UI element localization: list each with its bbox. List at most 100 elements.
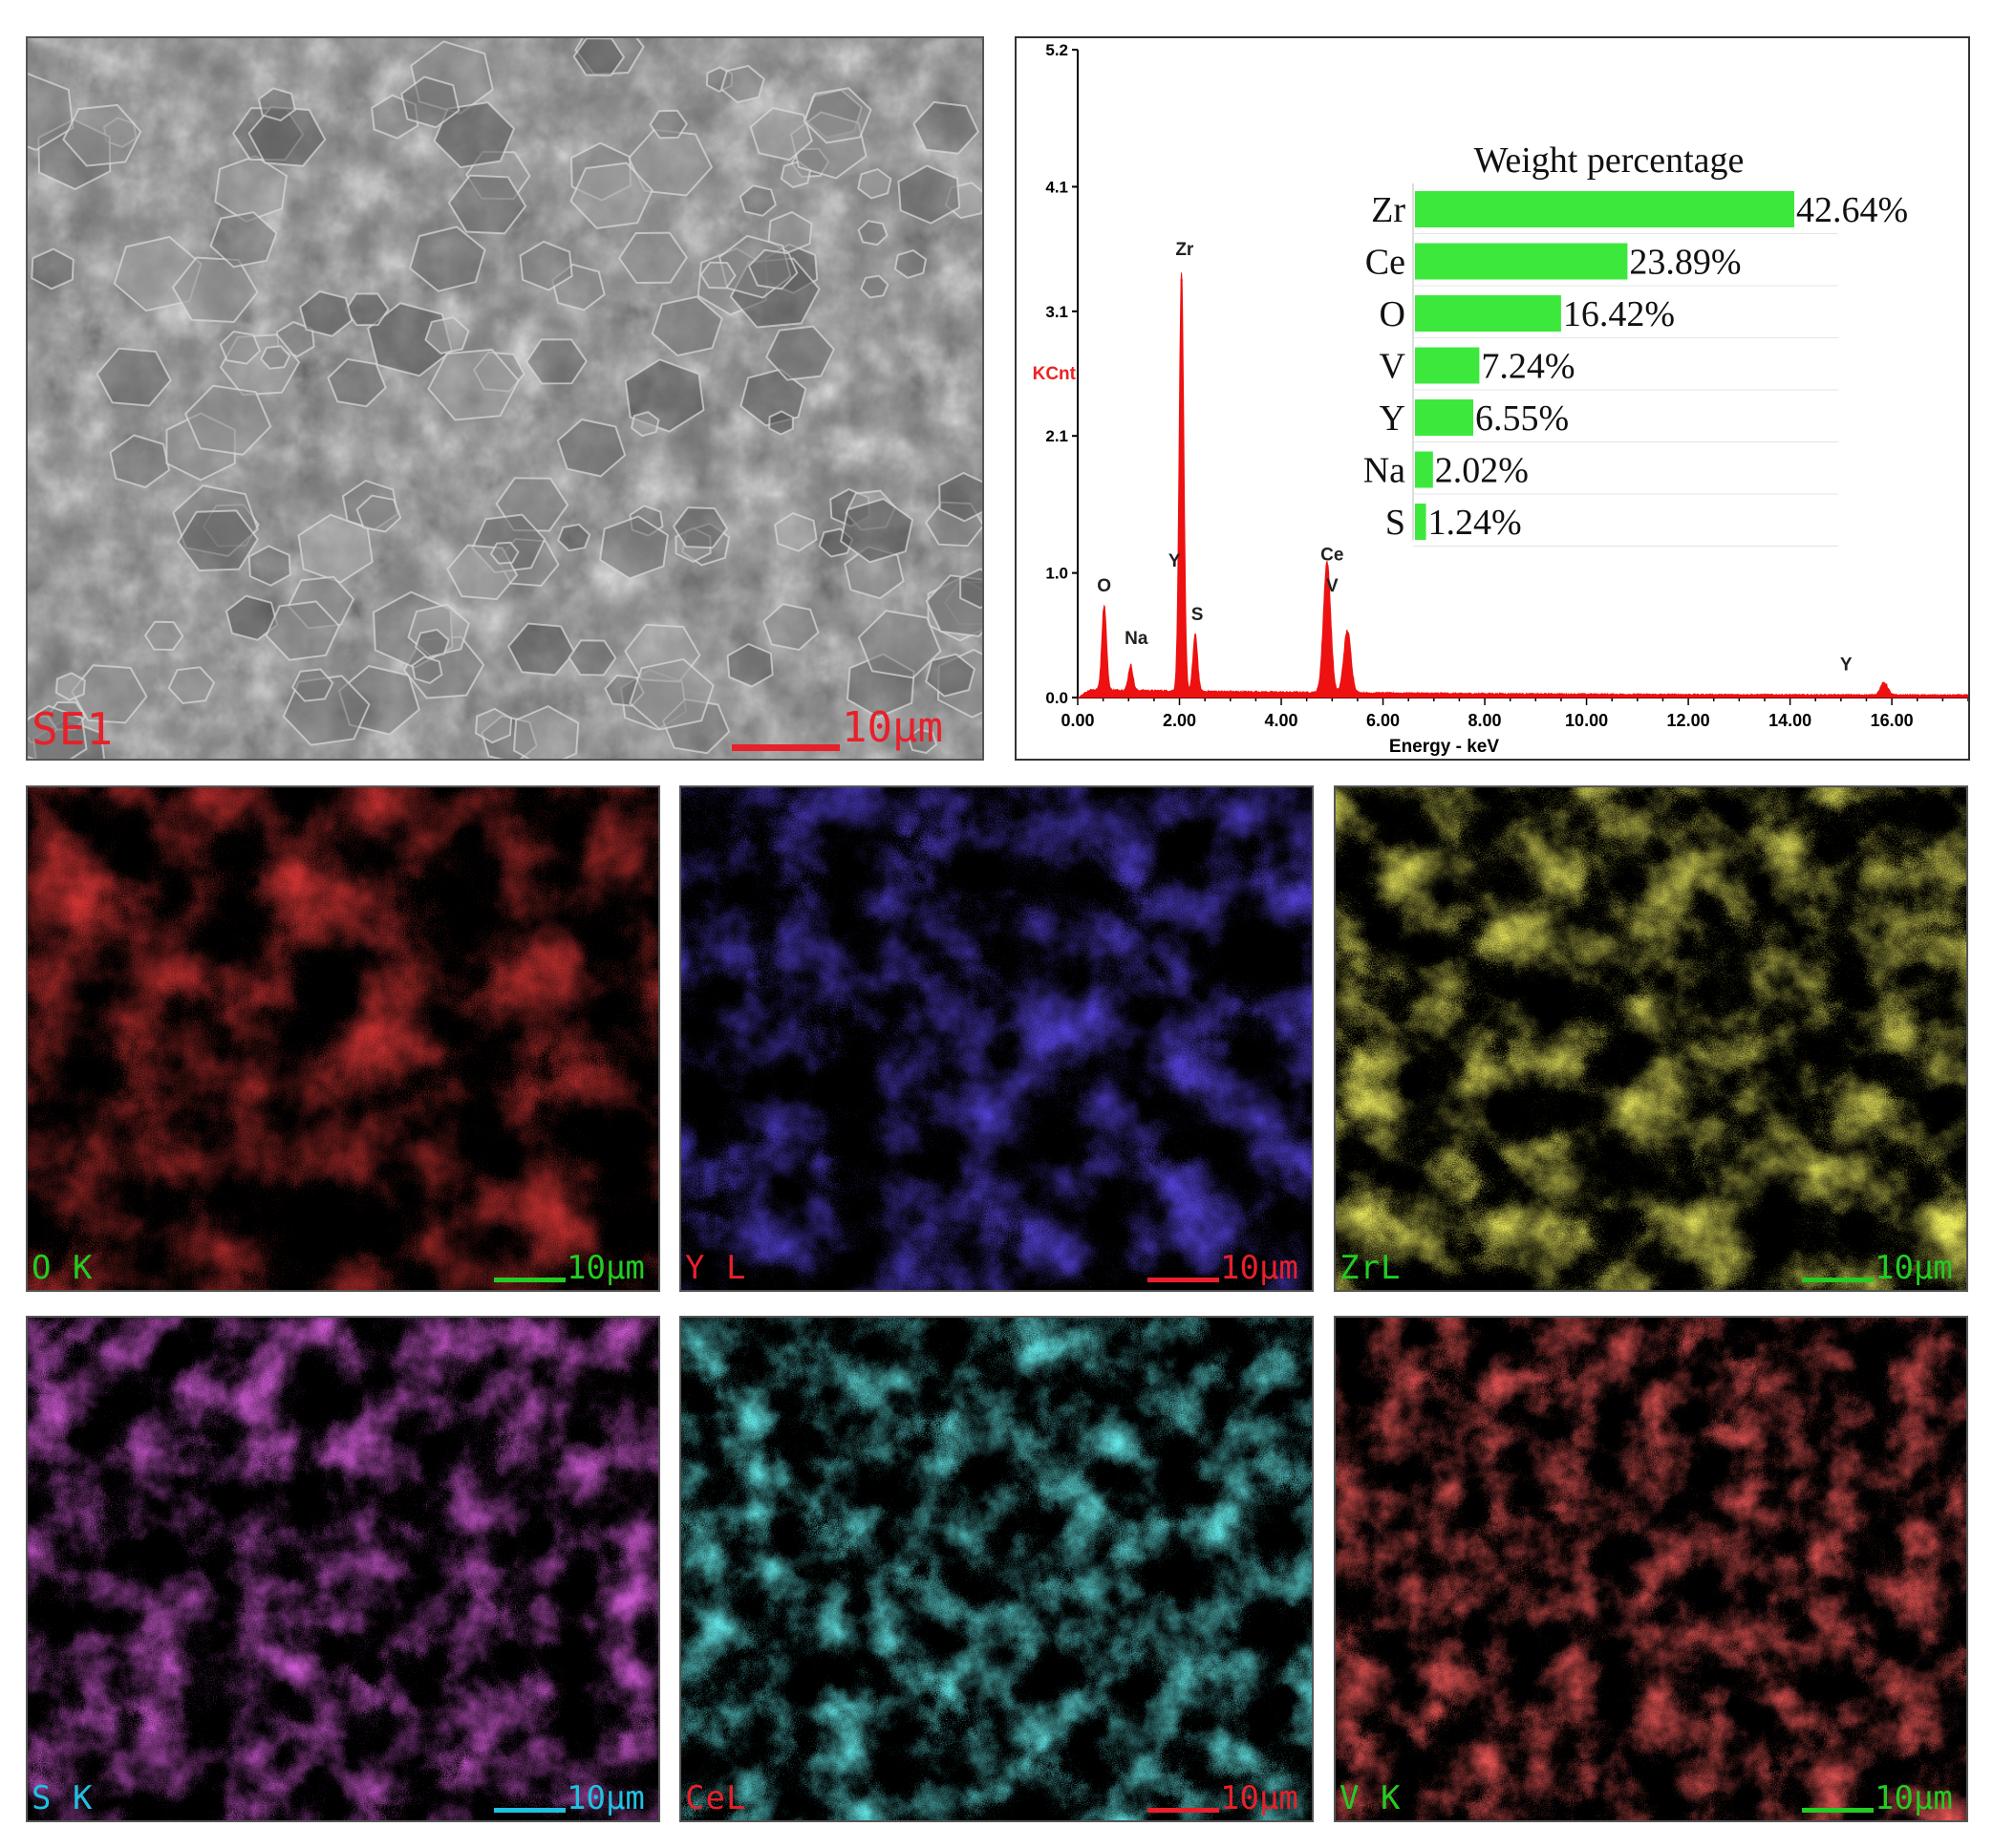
- sem-crystal: [506, 622, 576, 677]
- element-map-scale-bar: [1802, 1808, 1874, 1813]
- sem-crystal: [474, 707, 513, 744]
- weight-chart-title: Weight percentage: [1474, 140, 1745, 181]
- peak-label: Zr: [1175, 240, 1194, 260]
- element-map-label: V K: [1339, 1779, 1402, 1817]
- element-map-scale-bar: [1147, 1278, 1219, 1282]
- sem-crystal: [96, 347, 172, 407]
- sem-crystal: [28, 704, 88, 759]
- sem-crystal: [28, 73, 75, 151]
- sem-crystal: [572, 38, 626, 76]
- sem-crystal: [411, 655, 443, 685]
- element-map-panel: V K 10μm: [1334, 1316, 1968, 1822]
- y-tick-label: 3.1: [1045, 303, 1068, 321]
- x-tick-label: 4.00: [1265, 711, 1298, 730]
- element-map-image: [1336, 1318, 1966, 1820]
- element-map-panel: ZrL 10μm: [1334, 785, 1968, 1292]
- sem-crystal: [557, 523, 591, 552]
- sem-crystal: [143, 620, 184, 652]
- sem-crystal: [672, 506, 729, 549]
- sem-crystal: [897, 164, 961, 225]
- sem-crystal: [747, 248, 799, 290]
- sem-crystal: [774, 512, 818, 552]
- weight-value-label: 2.02%: [1435, 451, 1529, 491]
- weight-category-label: V: [1380, 347, 1406, 387]
- sem-crystal: [767, 210, 813, 254]
- sem-crystal: [298, 290, 354, 337]
- y-tick-label: 2.1: [1045, 427, 1068, 445]
- sem-crystal: [860, 274, 889, 299]
- sem-scale-text: 10μm: [842, 703, 943, 752]
- sem-crystal: [62, 103, 142, 167]
- x-tick-label: 6.00: [1366, 711, 1400, 730]
- sem-crystal: [651, 295, 723, 357]
- sem-crystal: [765, 325, 836, 381]
- element-map-scale-bar: [1147, 1808, 1219, 1813]
- element-map-image: [1336, 787, 1966, 1290]
- element-map-scale-text: 10μm: [1220, 1779, 1298, 1817]
- peak-label: O: [1097, 576, 1111, 596]
- sem-crystal: [857, 167, 892, 200]
- sem-crystal: [257, 87, 296, 122]
- element-map-panel: S K 10μm: [26, 1316, 660, 1822]
- sem-crystal: [177, 509, 259, 572]
- sem-crystal: [768, 410, 795, 436]
- element-map-scale-bar: [1802, 1278, 1874, 1282]
- weight-value-label: 23.89%: [1629, 243, 1741, 283]
- element-map-image: [28, 787, 658, 1290]
- spectrum-peak: [1325, 565, 1329, 569]
- sem-crystal: [355, 494, 402, 533]
- sem-crystal: [247, 545, 291, 587]
- sem-crystal: [959, 568, 982, 610]
- peak-label: Na: [1125, 629, 1148, 649]
- element-map-image: [28, 1318, 658, 1820]
- weight-value-label: 6.55%: [1475, 398, 1569, 439]
- weight-category-label: Ce: [1365, 243, 1405, 283]
- eds-chart-panel: 0.0 1.0 2.1 3.1 4.1 5.2 0.00 2.00 4.00 6.00 8.00 10…: [1015, 36, 1970, 761]
- sem-crystal: [857, 610, 942, 679]
- x-tick-label: 12.00: [1667, 711, 1710, 730]
- weight-bar: [1415, 399, 1473, 436]
- spectrum-peak: [1103, 612, 1105, 614]
- element-map-scale-text: 10μm: [1875, 1249, 1953, 1287]
- peak-label: S: [1191, 605, 1204, 625]
- sem-crystal: [400, 75, 461, 129]
- element-map-label: ZrL: [1339, 1249, 1402, 1287]
- sem-crystal: [844, 546, 905, 600]
- sem-crystal: [327, 357, 387, 408]
- sem-crystal: [512, 704, 580, 759]
- sem-label: SE1: [32, 703, 115, 755]
- sem-crystal: [569, 161, 654, 229]
- sem-crystal: [726, 642, 774, 688]
- sem-crystal: [344, 292, 390, 327]
- x-tick-label: 0.00: [1061, 711, 1094, 730]
- sem-micrograph: [28, 38, 982, 759]
- y-tick-label: 0.0: [1045, 689, 1068, 707]
- sem-crystal: [839, 497, 914, 564]
- sem-crystal: [489, 541, 520, 565]
- sem-crystal: [629, 657, 715, 731]
- weight-bar: [1415, 243, 1628, 280]
- sem-crystal: [912, 100, 980, 155]
- sem-crystal: [739, 184, 777, 217]
- element-map-scale-text: 10μm: [567, 1779, 645, 1817]
- sem-crystal: [907, 728, 938, 755]
- weight-value-label: 16.42%: [1563, 294, 1675, 334]
- sem-crystal: [749, 106, 813, 161]
- element-map-image: [681, 1318, 1312, 1820]
- weight-bar: [1415, 451, 1433, 488]
- element-map-image: [681, 787, 1312, 1290]
- sem-crystal: [617, 231, 689, 285]
- weight-bar: [1415, 347, 1480, 384]
- y-tick-label: 1.0: [1045, 565, 1068, 583]
- sem-crystal: [699, 261, 737, 290]
- x-tick-label: 10.00: [1565, 711, 1608, 730]
- sem-crystal: [803, 87, 872, 144]
- eds-chart: 0.0 1.0 2.1 3.1 4.1 5.2 0.00 2.00 4.00 6.00 8.00 10…: [1033, 41, 1968, 757]
- spectrum-series: [1077, 272, 1968, 698]
- element-map-label: S K: [32, 1779, 94, 1817]
- sem-crystal: [519, 240, 573, 291]
- weight-value-label: 42.64%: [1796, 190, 1908, 230]
- element-map-label: CeL: [685, 1779, 747, 1817]
- sem-crystals: [28, 38, 982, 759]
- element-map-panel: O K 10μm: [26, 785, 660, 1292]
